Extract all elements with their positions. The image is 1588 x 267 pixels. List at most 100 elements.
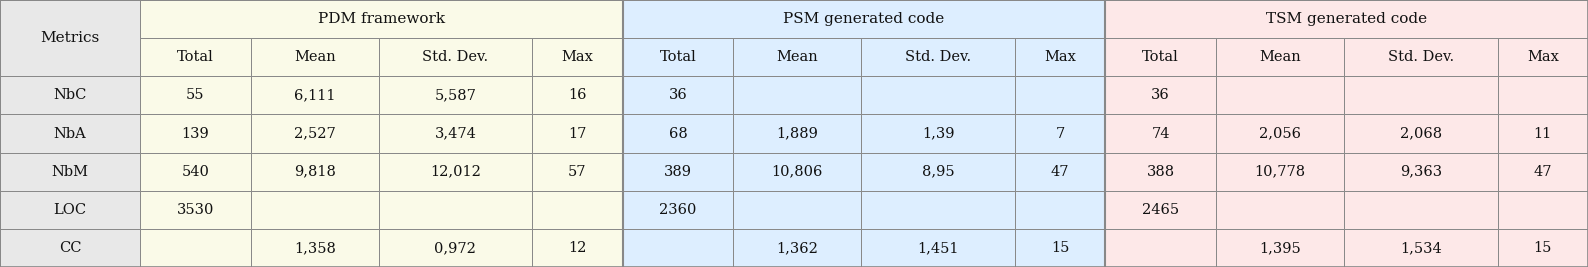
Bar [1015, 76, 1105, 115]
Text: 15: 15 [1534, 241, 1551, 255]
Bar [140, 152, 251, 191]
Bar [0, 76, 140, 115]
Bar [1105, 115, 1216, 152]
Bar [378, 38, 532, 76]
Bar [1105, 152, 1216, 191]
Text: TSM generated code: TSM generated code [1266, 12, 1428, 26]
Bar [734, 115, 861, 152]
Text: NbA: NbA [54, 127, 86, 140]
Bar [378, 76, 532, 115]
Bar [622, 191, 734, 229]
Text: 139: 139 [181, 127, 210, 140]
Text: 3530: 3530 [176, 203, 214, 217]
Bar [1343, 115, 1497, 152]
Bar [734, 38, 861, 76]
Bar [532, 152, 622, 191]
Text: 1,395: 1,395 [1259, 241, 1301, 255]
Bar [734, 152, 861, 191]
Text: Total: Total [176, 50, 214, 64]
Text: NbM: NbM [51, 165, 89, 179]
Text: Metrics: Metrics [40, 31, 100, 45]
Bar [0, 115, 140, 152]
Text: 1,358: 1,358 [294, 241, 335, 255]
Bar [1015, 152, 1105, 191]
Text: 1,362: 1,362 [777, 241, 818, 255]
Text: 11: 11 [1534, 127, 1551, 140]
Bar [734, 229, 861, 267]
Text: PDM framework: PDM framework [318, 12, 445, 26]
Text: Max: Max [1526, 50, 1559, 64]
Text: 74: 74 [1151, 127, 1170, 140]
Bar [734, 76, 861, 115]
Text: 36: 36 [1151, 88, 1170, 102]
Bar [251, 191, 378, 229]
Bar [861, 115, 1015, 152]
Bar [622, 152, 734, 191]
Text: 0,972: 0,972 [435, 241, 476, 255]
Text: 388: 388 [1147, 165, 1175, 179]
Text: 2,068: 2,068 [1399, 127, 1442, 140]
Text: 2,056: 2,056 [1259, 127, 1301, 140]
Text: Max: Max [562, 50, 594, 64]
Bar [1497, 152, 1588, 191]
Text: 8,95: 8,95 [921, 165, 954, 179]
Bar [0, 191, 140, 229]
Text: 10,778: 10,778 [1255, 165, 1305, 179]
Text: 68: 68 [669, 127, 688, 140]
Text: 47: 47 [1051, 165, 1069, 179]
Text: 17: 17 [569, 127, 586, 140]
Bar [532, 76, 622, 115]
Text: 47: 47 [1534, 165, 1551, 179]
Bar [1497, 76, 1588, 115]
Text: Mean: Mean [294, 50, 335, 64]
Text: 15: 15 [1051, 241, 1069, 255]
Text: CC: CC [59, 241, 81, 255]
Text: PSM generated code: PSM generated code [783, 12, 945, 26]
Text: 9,363: 9,363 [1399, 165, 1442, 179]
Bar [140, 191, 251, 229]
Bar [1105, 191, 1216, 229]
Text: 12,012: 12,012 [430, 165, 481, 179]
Bar [1105, 38, 1216, 76]
Bar [734, 191, 861, 229]
Bar [140, 0, 622, 38]
Bar [1343, 76, 1497, 115]
Text: 1,534: 1,534 [1401, 241, 1442, 255]
Text: Mean: Mean [1259, 50, 1301, 64]
Bar [140, 38, 251, 76]
Bar [1105, 229, 1216, 267]
Bar [1343, 38, 1497, 76]
Bar [251, 76, 378, 115]
Bar [0, 152, 140, 191]
Text: 1,39: 1,39 [923, 127, 954, 140]
Bar [1015, 229, 1105, 267]
Text: 36: 36 [669, 88, 688, 102]
Bar [861, 229, 1015, 267]
Bar [1015, 115, 1105, 152]
Bar [1497, 115, 1588, 152]
Bar [1497, 191, 1588, 229]
Bar [378, 229, 532, 267]
Bar [622, 229, 734, 267]
Text: 389: 389 [664, 165, 692, 179]
Bar [0, 0, 140, 76]
Text: Std. Dev.: Std. Dev. [422, 50, 489, 64]
Bar [251, 229, 378, 267]
Text: 1,889: 1,889 [777, 127, 818, 140]
Bar [532, 191, 622, 229]
Bar [1105, 76, 1216, 115]
Text: 5,587: 5,587 [435, 88, 476, 102]
Bar [532, 229, 622, 267]
Bar [140, 76, 251, 115]
Text: 7: 7 [1056, 127, 1064, 140]
Bar [1216, 115, 1343, 152]
Text: Mean: Mean [777, 50, 818, 64]
Text: 1,451: 1,451 [918, 241, 959, 255]
Bar [378, 152, 532, 191]
Bar [251, 115, 378, 152]
Bar [1015, 191, 1105, 229]
Text: Std. Dev.: Std. Dev. [1388, 50, 1455, 64]
Bar [0, 229, 140, 267]
Bar [378, 115, 532, 152]
Bar [1343, 229, 1497, 267]
